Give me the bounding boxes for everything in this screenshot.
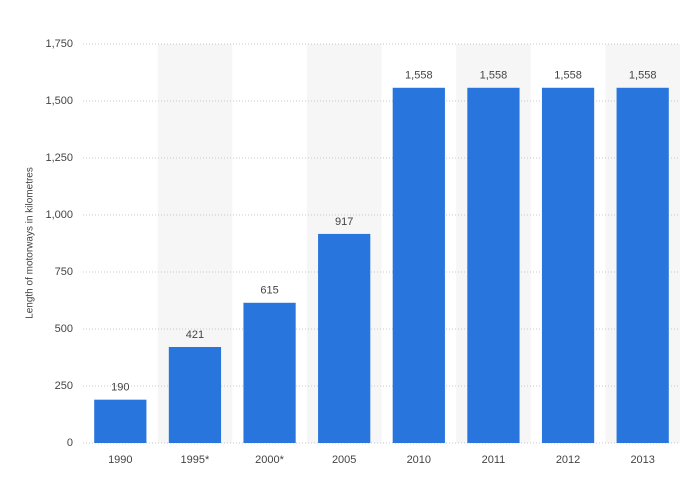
y-tick-label: 750 [55, 266, 73, 278]
y-tick-label: 1,000 [45, 209, 73, 221]
y-tick-label: 500 [55, 323, 73, 335]
y-tick-label: 0 [67, 437, 73, 449]
data-label: 421 [186, 329, 204, 341]
y-tick-label: 250 [55, 380, 73, 392]
bar [541, 87, 595, 443]
data-label: 615 [260, 285, 278, 297]
x-tick-label: 1995* [181, 454, 210, 466]
x-tick-label: 2000* [255, 454, 284, 466]
x-tick-label: 2005 [332, 454, 356, 466]
x-tick-label: 1990 [108, 454, 132, 466]
data-label: 1,558 [480, 70, 508, 82]
y-tick-label: 1,250 [45, 152, 73, 164]
y-tick-label: 1,500 [45, 95, 73, 107]
bar [94, 399, 147, 443]
y-tick-label: 1,750 [45, 38, 73, 50]
x-tick-label: 2011 [482, 454, 506, 466]
data-label: 1,558 [554, 70, 582, 82]
data-label: 917 [335, 216, 353, 228]
x-tick-label: 2012 [556, 454, 580, 466]
bar [168, 347, 222, 443]
x-tick-label: 2013 [630, 454, 654, 466]
x-tick-label: 2010 [407, 454, 431, 466]
bar [616, 87, 669, 443]
y-axis-label: Length of motorways in kilometres [25, 167, 36, 319]
bar [392, 87, 445, 443]
bar [318, 233, 371, 443]
data-label: 1,558 [629, 70, 657, 82]
data-label: 190 [111, 382, 129, 394]
data-label: 1,558 [405, 70, 433, 82]
bar [243, 302, 296, 443]
bar [467, 87, 520, 443]
